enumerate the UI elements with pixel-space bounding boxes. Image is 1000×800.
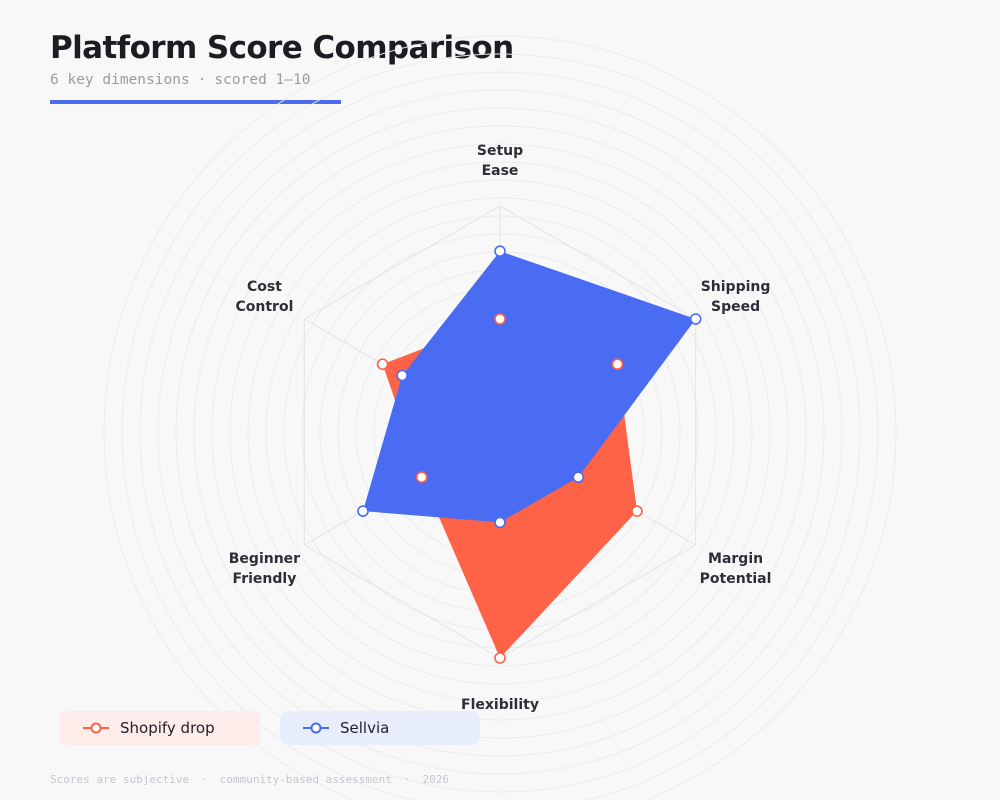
axis-label: Setup Ease	[477, 143, 523, 179]
axis-label-line: Setup	[477, 143, 523, 159]
grid-ring	[247, 179, 753, 685]
axis-label-line: Margin	[708, 551, 763, 567]
axis-label: Flexibility	[461, 697, 539, 713]
axis-label-line: Flexibility	[461, 697, 539, 713]
data-point	[494, 516, 506, 529]
footer-part: community-based assessment	[219, 773, 392, 786]
radar-axis-labels: Setup Ease Shipping Speed Margin Potential Fle…	[229, 143, 772, 713]
legend-marker-icon	[303, 722, 329, 734]
data-point	[494, 245, 506, 257]
footer-separator: ·	[201, 773, 208, 786]
grid-ring	[229, 161, 771, 703]
grid-ring	[157, 89, 843, 775]
footer-part: Scores are subjective	[50, 773, 190, 786]
grid-ring	[193, 125, 807, 739]
axis-label-line: Control	[236, 299, 294, 315]
data-point	[396, 369, 408, 382]
data-point	[494, 313, 506, 325]
legend-label: Shopify drop	[120, 719, 215, 737]
legend-item-sellvia[interactable]: Sellvia	[280, 711, 480, 745]
subtitle-scale: scored 1–10	[214, 72, 311, 88]
grid-ring	[175, 107, 825, 757]
legend-marker-icon	[83, 722, 109, 734]
axis-label-line: Potential	[700, 571, 772, 587]
axis-label-line: Friendly	[233, 571, 297, 587]
footer-part: 2026	[422, 773, 450, 786]
footer-note: Scores are subjective · community-based as…	[50, 773, 449, 786]
axis-label: Cost Control	[236, 279, 294, 315]
data-point	[689, 313, 702, 325]
radar-series-points	[357, 245, 702, 664]
axis-label-line: Cost	[247, 279, 282, 295]
chart-subtitle: 6 key dimensions · scored 1–10	[50, 72, 310, 88]
chart-title: Platform Score Comparison	[50, 30, 514, 66]
axis-label-line: Ease	[482, 163, 519, 179]
data-point	[572, 471, 585, 484]
footer-separator: ·	[403, 773, 411, 786]
axis-label-line: Beginner	[229, 551, 300, 567]
legend-item-shopify-drop[interactable]: Shopify drop	[60, 711, 260, 745]
axis-label: Margin Potential	[700, 551, 772, 587]
subtitle-separator: ·	[197, 72, 207, 88]
data-point	[631, 505, 643, 517]
legend-label: Sellvia	[340, 719, 390, 737]
title-accent-bar	[50, 100, 341, 104]
grid-ring	[139, 71, 861, 793]
axis-label: Beginner Friendly	[229, 551, 300, 587]
grid-ring	[121, 53, 879, 800]
grid-ring	[103, 35, 897, 800]
data-point	[415, 471, 428, 484]
axis-label: Shipping Speed	[701, 279, 771, 315]
data-point	[357, 505, 369, 517]
subtitle-dimensions: 6 key dimensions	[50, 72, 190, 88]
radar-series-areas	[362, 251, 696, 658]
data-point	[494, 652, 506, 664]
data-point	[611, 358, 624, 371]
grid-ring	[211, 143, 789, 721]
axis-label-line: Speed	[711, 299, 760, 315]
axis-label-line: Shipping	[701, 279, 771, 295]
grid-ring	[265, 197, 735, 667]
series-area	[362, 251, 696, 523]
data-point	[376, 358, 389, 371]
